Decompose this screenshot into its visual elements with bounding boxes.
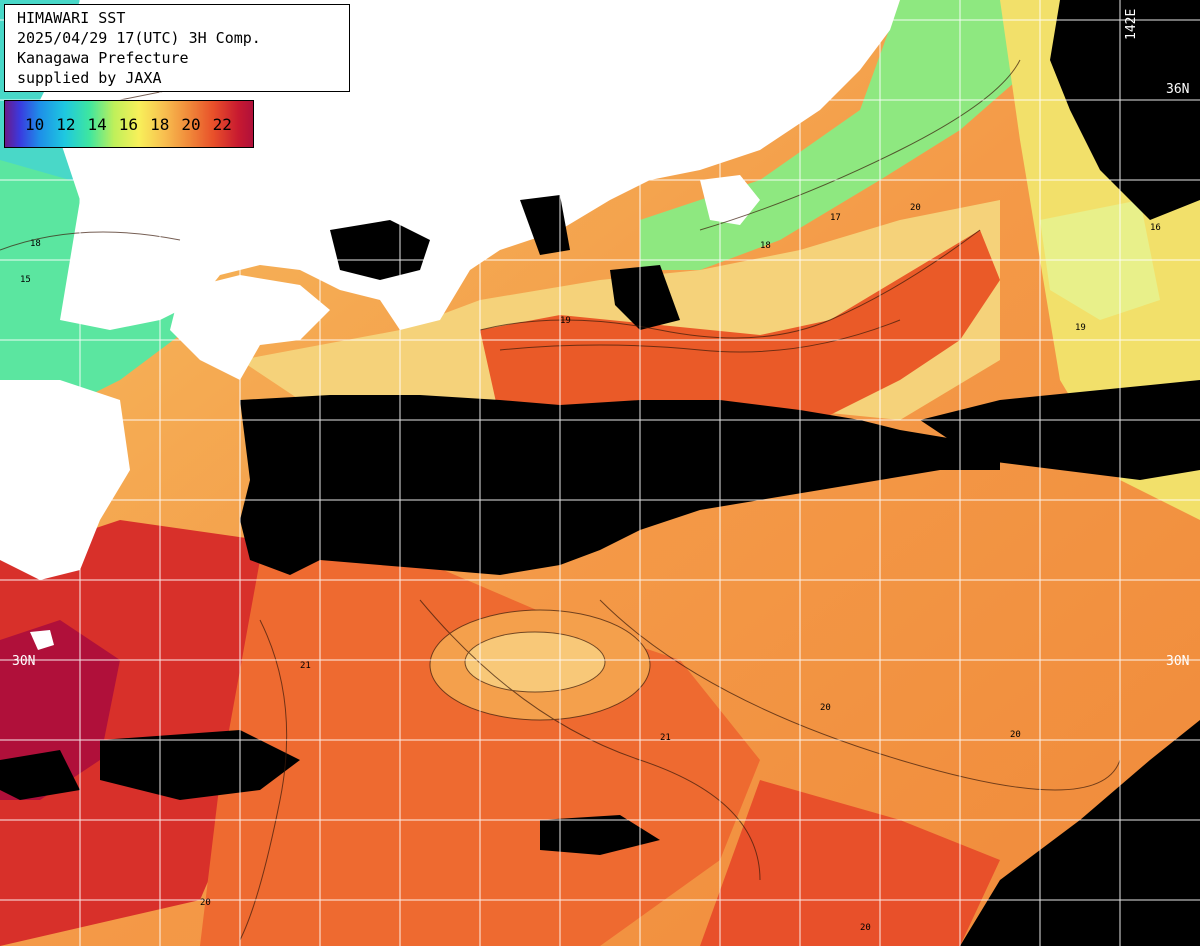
contour-label: 20 — [820, 703, 831, 713]
cloud-mask-central — [240, 395, 1000, 575]
contour-label: 19 — [560, 316, 571, 326]
cloud-mask-south-strip-2 — [540, 815, 660, 855]
title-line-2: 2025/04/29 17(UTC) 3H Comp. — [17, 29, 261, 47]
cloud-mask-east-band — [920, 380, 1200, 480]
contour-label: 21 — [1000, 433, 1011, 443]
land-boso — [700, 175, 760, 225]
legend-label: 18 — [150, 114, 170, 134]
contour-labels: 19 20 21 17 18 16 15 20 21 19 20 21 20 2… — [20, 203, 1161, 933]
land-shikoku — [170, 275, 330, 380]
cloud-mask-south-strip — [100, 730, 300, 800]
legend-label: 14 — [87, 114, 107, 134]
lon-label-136e: 136E — [484, 8, 499, 40]
legend-label: 12 — [56, 114, 76, 134]
cloud-mask-kii — [610, 265, 680, 330]
legend-label: 16 — [118, 114, 139, 134]
contour-label: 19 — [1075, 323, 1086, 333]
contour-label: 15 — [20, 275, 31, 285]
contour-label: 20 — [1010, 730, 1021, 740]
legend-label: 10 — [25, 114, 45, 134]
cloud-mask-west-strip — [0, 750, 80, 800]
land-northeast — [560, 0, 620, 20]
cloud-mask-boso — [330, 220, 430, 280]
lat-label-30n-left: 30N — [12, 654, 36, 669]
contour-label: 21 — [660, 733, 671, 743]
color-legend: 10 12 14 16 18 20 22 — [4, 100, 254, 148]
title-line-3: Kanagawa Prefecture — [17, 49, 189, 67]
title-box: HIMAWARI SST 2025/04/29 17(UTC) 3H Comp.… — [4, 4, 350, 92]
title-line-1: HIMAWARI SST — [17, 9, 126, 27]
contour-label: 20 — [860, 923, 871, 933]
contour-label: 18 — [760, 241, 771, 251]
contour-label: 20 — [200, 898, 211, 908]
legend-label: 22 — [212, 114, 232, 134]
cloud-mask-northeast — [1050, 0, 1200, 220]
cloud-mask-southeast — [960, 720, 1200, 946]
land-small-island — [30, 630, 54, 650]
contour-label: 17 — [830, 213, 841, 223]
land-kyushu — [0, 380, 130, 580]
title-line-4: supplied by JAXA — [17, 69, 162, 87]
lat-label-30n-right: 30N — [1166, 654, 1190, 669]
lat-label-36n-right: 36N — [1166, 82, 1190, 97]
lon-label-142e: 142E — [1124, 8, 1139, 40]
eddy-inner — [465, 632, 605, 692]
warm-water-southeast — [700, 780, 1000, 946]
contour-label: 20 — [910, 203, 921, 213]
contour-label: 18 — [30, 239, 41, 249]
contour-label: 21 — [300, 661, 311, 671]
cloud-mask-tokai — [520, 195, 570, 255]
legend-label: 20 — [181, 114, 201, 134]
kuroshio-band — [480, 230, 1000, 440]
contour-label: 16 — [1150, 223, 1161, 233]
